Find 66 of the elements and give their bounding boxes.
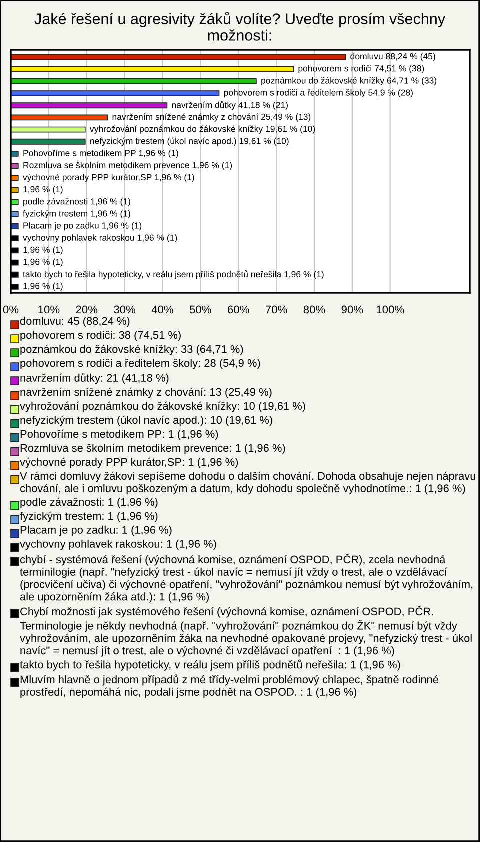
x-tick-label: 50% [190, 306, 212, 314]
data-label: pohovorem s rodiči a ředitelem školy 54,9 % (28) [224, 89, 413, 98]
x-tick-label: 40% [152, 306, 174, 314]
text: navržením důtky: 21 (41,18 %) [20, 373, 169, 384]
data-label: poznámkou do žákovské knížky 64,71 % (33) [262, 77, 437, 86]
bar [11, 66, 294, 72]
data-label: fyzickým trestem 1,96 % (1) [23, 210, 130, 219]
x-tick-label: 70% [266, 306, 288, 314]
bar [11, 211, 19, 218]
data-label: 1,96 % (1) [24, 282, 63, 292]
x-tick-label: 90% [342, 306, 364, 314]
bar [11, 54, 346, 60]
text: Placam je po zadku: 1 (1,96 %) [20, 526, 172, 536]
text: poznámkou do žákovské knížky: 33 (64,71 %) [20, 345, 244, 356]
data-label: výchovné porady PPP kurátor,SP 1,96 % (1) [23, 174, 194, 182]
x-tick-label: 100% [376, 306, 404, 314]
bar [11, 175, 19, 182]
data-label: Placam je po zadku 1,96 % (1) [24, 222, 142, 231]
text: takto bych to řešila hypoteticky, v reálu jsem příliš podnětů neřešila: 1 (1,96 %) [20, 660, 400, 671]
x-tick-label: 20% [76, 306, 98, 314]
bar [11, 114, 108, 121]
data-label: takto bych to řešila hypoteticky, v reálu jsem příliš podnětů neřešila 1,96 % (1) [23, 270, 324, 280]
bar [11, 90, 220, 96]
text: domluvu: 45 (88,24 %) [20, 317, 130, 328]
data-label: 1,96 % (1) [24, 186, 63, 194]
chart-title: Jaké řešení u agresivity žáků volíte? Uveďte prosím všechny možnosti: [34, 12, 446, 41]
bar [11, 163, 19, 170]
text: pohovorem s rodiči a ředitelem školy: 28 (54,9 %) [20, 359, 260, 370]
data-label: navržením snížené známky z chování 25,49 % (13) [112, 114, 311, 122]
data-label: Rozmluva se školním metodikem prevence 1,96 % (1) [24, 162, 232, 170]
text: výchovné porady PPP kurátor,SP: 1 (1,96 %) [20, 458, 238, 468]
data-label: Pohovoříme s metodikem PP 1,96 % (1) [24, 150, 178, 158]
data-label: nefyzickým trestem (úkol navíc apod.) 19,61 % (10) [90, 138, 289, 146]
x-tick-label: 0% [3, 306, 19, 314]
text: Mluvím hlavně o jednom případů z mé třídy-velmi problémový chlapec, špatně rodinné prostředí, nepomáhá nic, podali jsme podnět na OSPOD. : 1 (1,96 %) [20, 674, 438, 698]
bar [11, 151, 19, 157]
data-label: vychovny pohlavek rakoskou 1,96 % (1) [23, 234, 178, 243]
text: Rozmluva se školním metodikem prevence: 1 (1,96 %) [20, 444, 286, 454]
bar [11, 224, 19, 230]
bar [11, 138, 86, 145]
data-label: pohovorem s rodiči 74,51 % (38) [298, 65, 424, 74]
x-tick-label: 10% [38, 306, 60, 314]
data-label: 1,96 % (1) [24, 258, 63, 267]
data-label: navržením důtky 41,18 % (21) [172, 101, 288, 110]
text: Chybí možnosti jak systémového řešení (výchovná komise, oznámení OSPOD, PČR. Terminologie je někdy nevhodná (např. "vyhrožování" poznámkou do ŽK" nemusí být vždy vyhrožováním, ale upozorněním žáka na nevhodné opakované projevy, "nefyzický trest - úkol navíc" = nemusí jít o trest, ale o výchovné či vzdělávací opatření : 1 (1,96 %) [20, 606, 472, 657]
text: chybí - systémová řešení (výchovná komise, oznámení OSPOD, PČR), zcela nevhodná terminilogie (např. "nefyzický trest - úkol navíc = nemusí jít vždy o trest, ale o vzdělávací (procvičení učiva) či výchovné opatření, "vyhrožování" poznámkou nemusí být vyhrožováním, ale upozorněním žáka atd.): 1 (1,96 %) [20, 554, 473, 603]
x-tick-label: 60% [228, 306, 250, 314]
text: vychovny pohlavek rakoskou: 1 (1,96 %) [20, 540, 216, 550]
bar [11, 199, 19, 206]
data-label: domluvu 88,24 % (45) [350, 53, 436, 62]
text: fyzickým trestem: 1 (1,96 %) [20, 512, 158, 522]
data-label: 1,96 % (1) [24, 246, 63, 255]
x-tick-label: 30% [114, 306, 136, 314]
bar [11, 102, 168, 109]
data-label: vyhrožování poznámkou do žákovské knížky 19,61 % (10) [90, 126, 316, 134]
text: nefyzickým trestem (úkol navíc apod.): 10 (19,61 %) [20, 416, 272, 426]
text: vyhrožování poznámkou do žákovské knížky: 10 (19,61 %) [20, 402, 306, 412]
text: V rámci domluvy žákovi sepíšeme dohodu o dalším chování. Dohoda obsahuje nejen nápravu chování, ale i omluvu poškozeným a datum, kdy dohodu společně vyhodnotíme.: 1 (1,96 %) [20, 472, 476, 495]
text: Pohovoříme s metodikem PP: 1 (1,96 %) [20, 430, 218, 440]
data-label: podle závažnosti 1,96 % (1) [24, 198, 130, 206]
bar [11, 126, 86, 133]
text: navržením snížené známky z chování: 13 (25,49 %) [20, 388, 272, 398]
text: podle závažnosti: 1 (1,96 %) [20, 498, 158, 508]
bar [11, 78, 257, 84]
x-tick-label: 80% [304, 306, 326, 314]
text: pohovorem s rodiči: 38 (74,51 %) [20, 331, 181, 342]
